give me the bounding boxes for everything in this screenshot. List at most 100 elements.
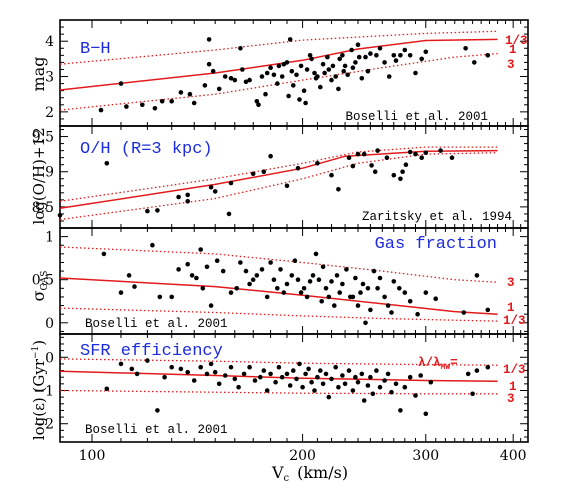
model-line-sfr-2 [59,389,498,395]
data-point-oh-18 [336,187,341,192]
panel-title-gas: Gas fraction [375,235,497,254]
data-point-bh-76 [391,53,397,58]
data-point-sfr-66 [402,384,408,390]
data-point-gas-72 [423,290,429,295]
data-point-sfr-65 [398,408,403,413]
data-point-bh-50 [320,61,326,67]
data-point-gas-30 [281,290,287,295]
data-point-bh-1 [118,81,124,86]
data-point-gas-55 [355,303,361,308]
data-point-gas-61 [371,268,377,274]
data-point-bh-5 [159,99,165,104]
data-point-gas-45 [326,294,332,300]
data-point-bh-36 [289,68,295,74]
data-point-bh-28 [271,72,277,78]
data-point-sfr-59 [374,368,379,373]
data-point-gas-48 [334,273,340,278]
data-point-gas-32 [289,273,295,278]
data-point-bh-20 [243,79,249,85]
data-point-oh-12 [261,169,267,174]
data-point-gas-8 [185,261,190,267]
data-point-sfr-36 [303,371,308,377]
data-point-sfr-37 [306,366,311,372]
data-point-sfr-11 [198,364,203,370]
data-point-gas-51 [344,267,349,272]
data-point-oh-21 [355,151,361,157]
data-point-gas-71 [415,311,420,317]
data-point-oh-35 [438,148,443,153]
data-point-oh-20 [350,163,356,169]
y-tick-label-gas-2: 1 [45,230,54,246]
data-point-sfr-62 [385,371,391,377]
data-point-sfr-74 [474,368,480,373]
data-point-bh-30 [276,63,282,69]
data-point-oh-16 [315,161,320,166]
data-point-sfr-51 [350,388,356,393]
data-point-sfr-28 [276,364,282,370]
data-point-gas-2 [126,273,132,278]
data-point-sfr-0 [104,386,110,392]
data-point-gas-46 [329,279,334,284]
data-point-bh-7 [178,90,184,95]
data-point-sfr-23 [258,374,263,380]
data-point-gas-20 [243,268,249,274]
data-point-bh-66 [355,42,361,47]
data-point-bh-58 [337,56,343,62]
x-tick-label-0: 100 [79,448,106,464]
data-point-oh-3 [155,208,160,213]
ylabel-sfr: log(ε) (Gyr−1) [30,340,48,440]
data-point-gas-25 [264,294,270,300]
model-line-gas-0 [59,246,498,283]
data-point-oh-13 [268,153,273,159]
data-point-bh-37 [291,83,296,88]
data-point-oh-8 [212,189,218,194]
data-point-sfr-7 [169,364,174,370]
data-point-bh-19 [240,67,245,72]
data-point-sfr-58 [370,391,376,397]
x-tick-label-3: 400 [500,448,527,464]
data-point-gas-17 [228,290,234,295]
data-point-sfr-27 [273,379,278,385]
data-point-gas-40 [313,251,319,257]
data-point-sfr-73 [470,391,475,397]
data-point-bh-82 [419,56,425,62]
data-point-oh-26 [384,155,390,160]
data-point-sfr-67 [407,374,413,380]
data-point-sfr-43 [323,371,329,377]
data-point-sfr-19 [236,384,241,390]
data-point-bh-65 [353,60,358,65]
data-point-bh-71 [368,51,373,56]
data-point-bh-45 [309,56,314,62]
ylabel-gas: σGAS [29,271,50,302]
data-point-gas-76 [485,307,491,313]
data-point-bh-64 [350,65,356,70]
data-point-sfr-16 [222,373,228,378]
data-point-gas-65 [385,303,391,308]
data-point-bh-9 [191,100,197,106]
data-point-bh-73 [377,46,383,51]
data-point-sfr-57 [368,374,373,380]
data-point-sfr-41 [318,368,323,373]
data-point-bh-60 [341,68,347,74]
xlabel-sub: c [284,473,290,484]
data-point-bh-46 [312,70,317,76]
data-point-oh-0 [57,213,63,218]
data-point-bh-57 [336,86,341,92]
data-point-bh-44 [307,53,313,58]
data-point-oh-11 [250,171,256,177]
data-point-gas-38 [307,279,313,284]
lambda-label-eq: = [450,356,458,370]
data-point-bh-31 [279,74,285,79]
data-point-gas-56 [358,290,363,295]
data-point-bh-2 [124,104,129,109]
data-point-bh-80 [407,53,413,58]
data-point-gas-53 [350,294,356,300]
data-point-gas-13 [204,264,210,270]
data-point-sfr-10 [191,378,197,383]
data-point-sfr-14 [212,369,218,375]
data-point-bh-29 [275,81,280,86]
data-point-gas-42 [319,299,325,304]
model-line-bh-0 [59,30,498,65]
data-point-bh-25 [263,91,268,97]
data-point-sfr-61 [382,378,387,383]
